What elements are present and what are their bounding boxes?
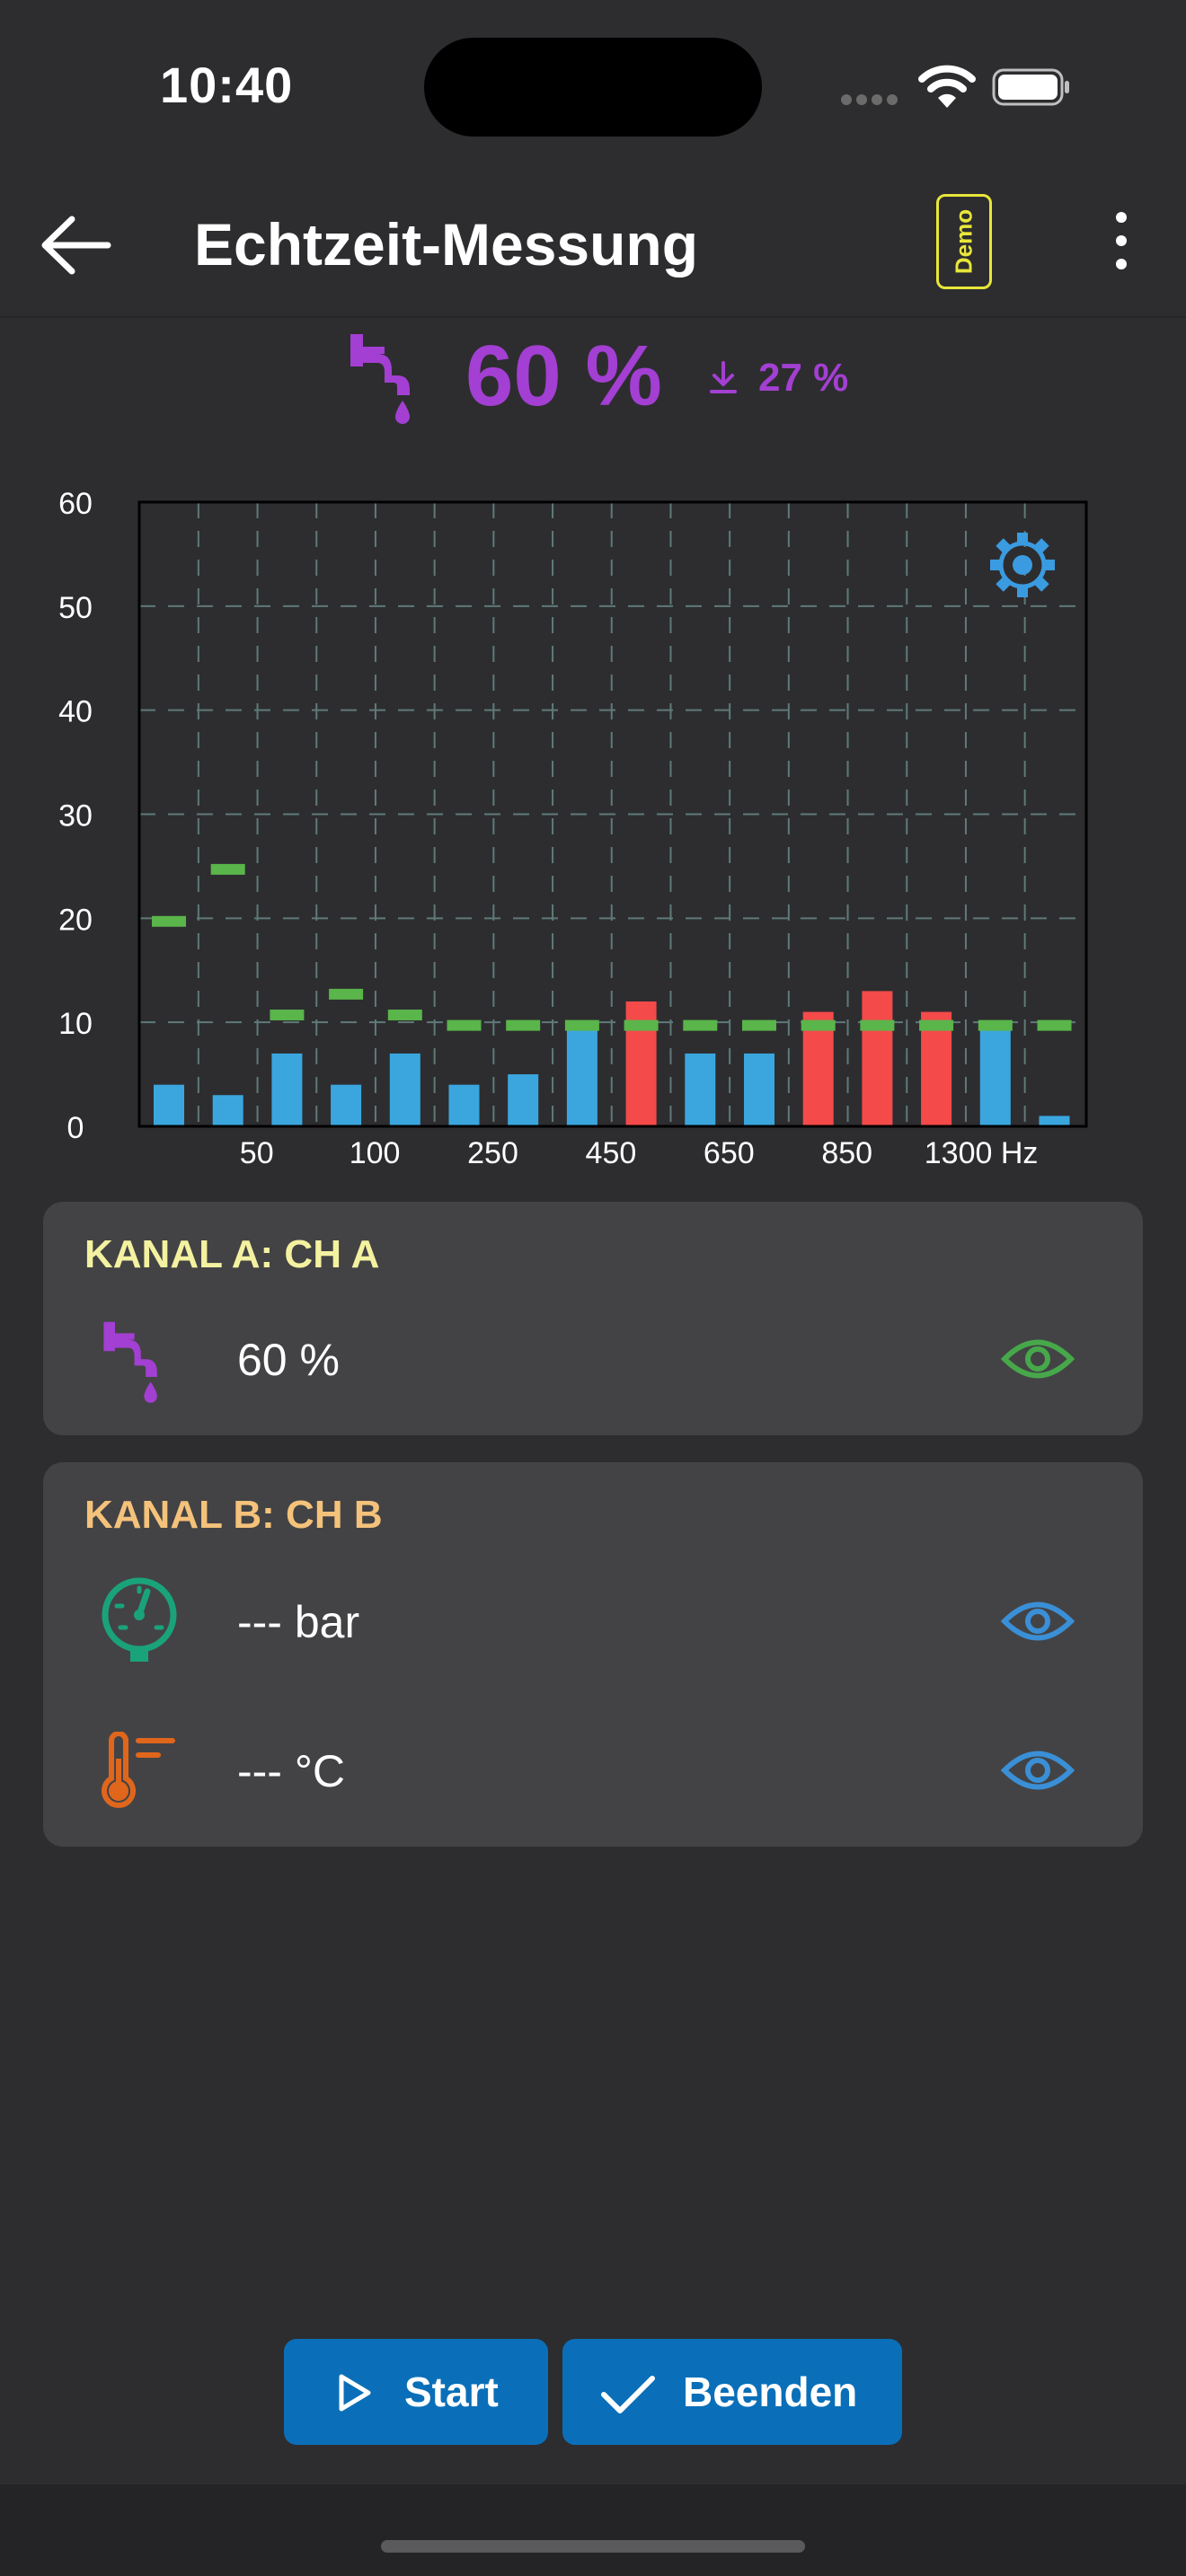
checkmark-icon (601, 2376, 655, 2413)
play-outline-icon (339, 2374, 371, 2412)
chart-bar (389, 1053, 420, 1126)
eye-icon[interactable] (1000, 1333, 1075, 1385)
chart-bar (862, 991, 893, 1126)
chart-bar (508, 1074, 539, 1126)
y-tick-label: 60 (58, 487, 93, 521)
threshold-marker (387, 1010, 422, 1021)
channel-a-card: KANAL A: CH A 60 % (43, 1202, 1143, 1435)
demo-badge[interactable]: Demo (936, 194, 992, 289)
bottom-bar (0, 2484, 1186, 2576)
chart-bar (685, 1053, 716, 1126)
end-button-label: Beenden (683, 2369, 858, 2415)
start-button[interactable]: Start (284, 2339, 548, 2445)
download-arrow-icon (708, 359, 739, 395)
wifi-icon (918, 63, 976, 114)
leak-min-percentage: 27 % (758, 356, 849, 400)
more-vert-icon[interactable] (1103, 212, 1139, 275)
x-tick-label: 850 (821, 1136, 872, 1170)
threshold-marker (1037, 1019, 1072, 1031)
y-tick-label: 30 (58, 799, 93, 834)
chart-bar (921, 1011, 952, 1126)
chart-bar (331, 1084, 362, 1126)
threshold-marker (564, 1019, 599, 1031)
x-tick-label: 650 (704, 1136, 755, 1170)
x-tick-label: 100 (350, 1136, 401, 1170)
y-tick-label: 50 (58, 591, 93, 625)
screen-title: Echtzeit-Messung (194, 211, 699, 278)
channel-b-pressure-value: --- bar (237, 1597, 360, 1647)
battery-icon (992, 68, 1071, 106)
y-tick-label: 0 (67, 1111, 84, 1145)
threshold-marker (329, 988, 364, 1000)
y-tick-label: 20 (58, 903, 93, 937)
channel-b-card: KANAL B: CH B --- bar --- °C (43, 1462, 1143, 1847)
channel-b-temperature-value: --- °C (237, 1746, 345, 1796)
gear-icon[interactable] (990, 533, 1055, 597)
threshold-marker (742, 1019, 776, 1031)
threshold-marker (860, 1019, 895, 1031)
chart-bar (271, 1053, 303, 1126)
threshold-marker (919, 1019, 954, 1031)
chart-bar (566, 1022, 597, 1126)
channel-a-title: KANAL A: CH A (84, 1232, 380, 1276)
leak-faucet-icon (345, 331, 435, 424)
chart-bar (212, 1095, 243, 1126)
channel-b-title: KANAL B: CH B (84, 1493, 383, 1537)
thermometer-icon (99, 1731, 180, 1813)
threshold-marker (270, 1010, 305, 1021)
chart-frame (137, 500, 1088, 1128)
eye-icon[interactable] (1000, 1744, 1075, 1796)
x-tick-label: 450 (586, 1136, 637, 1170)
chart-bar (448, 1084, 480, 1126)
chart-bar (1039, 1116, 1070, 1126)
threshold-marker (506, 1019, 541, 1031)
threshold-marker (801, 1019, 836, 1031)
leak-faucet-icon (99, 1317, 180, 1409)
start-button-label: Start (404, 2369, 499, 2415)
threshold-marker (624, 1019, 659, 1031)
x-tick-label: 50 (240, 1136, 274, 1170)
threshold-marker (683, 1019, 718, 1031)
home-indicator[interactable] (381, 2540, 805, 2553)
status-time: 10:40 (160, 57, 294, 113)
chart-bar (979, 1022, 1011, 1126)
x-tick-label: 1300 Hz (925, 1136, 1039, 1170)
threshold-marker (152, 915, 186, 927)
chart-bar (802, 1011, 834, 1126)
end-button[interactable]: Beenden (562, 2339, 902, 2445)
x-tick-label: 250 (467, 1136, 518, 1170)
cellular-signal-icon (841, 93, 902, 110)
leak-percentage: 60 % (465, 328, 662, 424)
threshold-marker (210, 863, 245, 875)
demo-badge-label: Demo (950, 208, 978, 275)
chart-bar (744, 1053, 774, 1126)
y-tick-label: 40 (58, 695, 93, 729)
dynamic-island (424, 38, 762, 137)
threshold-marker (447, 1019, 482, 1031)
y-tick-label: 10 (58, 1007, 93, 1041)
chart-bar (154, 1084, 184, 1126)
threshold-marker (978, 1019, 1013, 1031)
pressure-gauge-icon (97, 1575, 181, 1670)
channel-a-leak-value: 60 % (237, 1335, 340, 1385)
eye-icon[interactable] (1000, 1595, 1075, 1647)
back-arrow-icon[interactable] (36, 205, 117, 286)
